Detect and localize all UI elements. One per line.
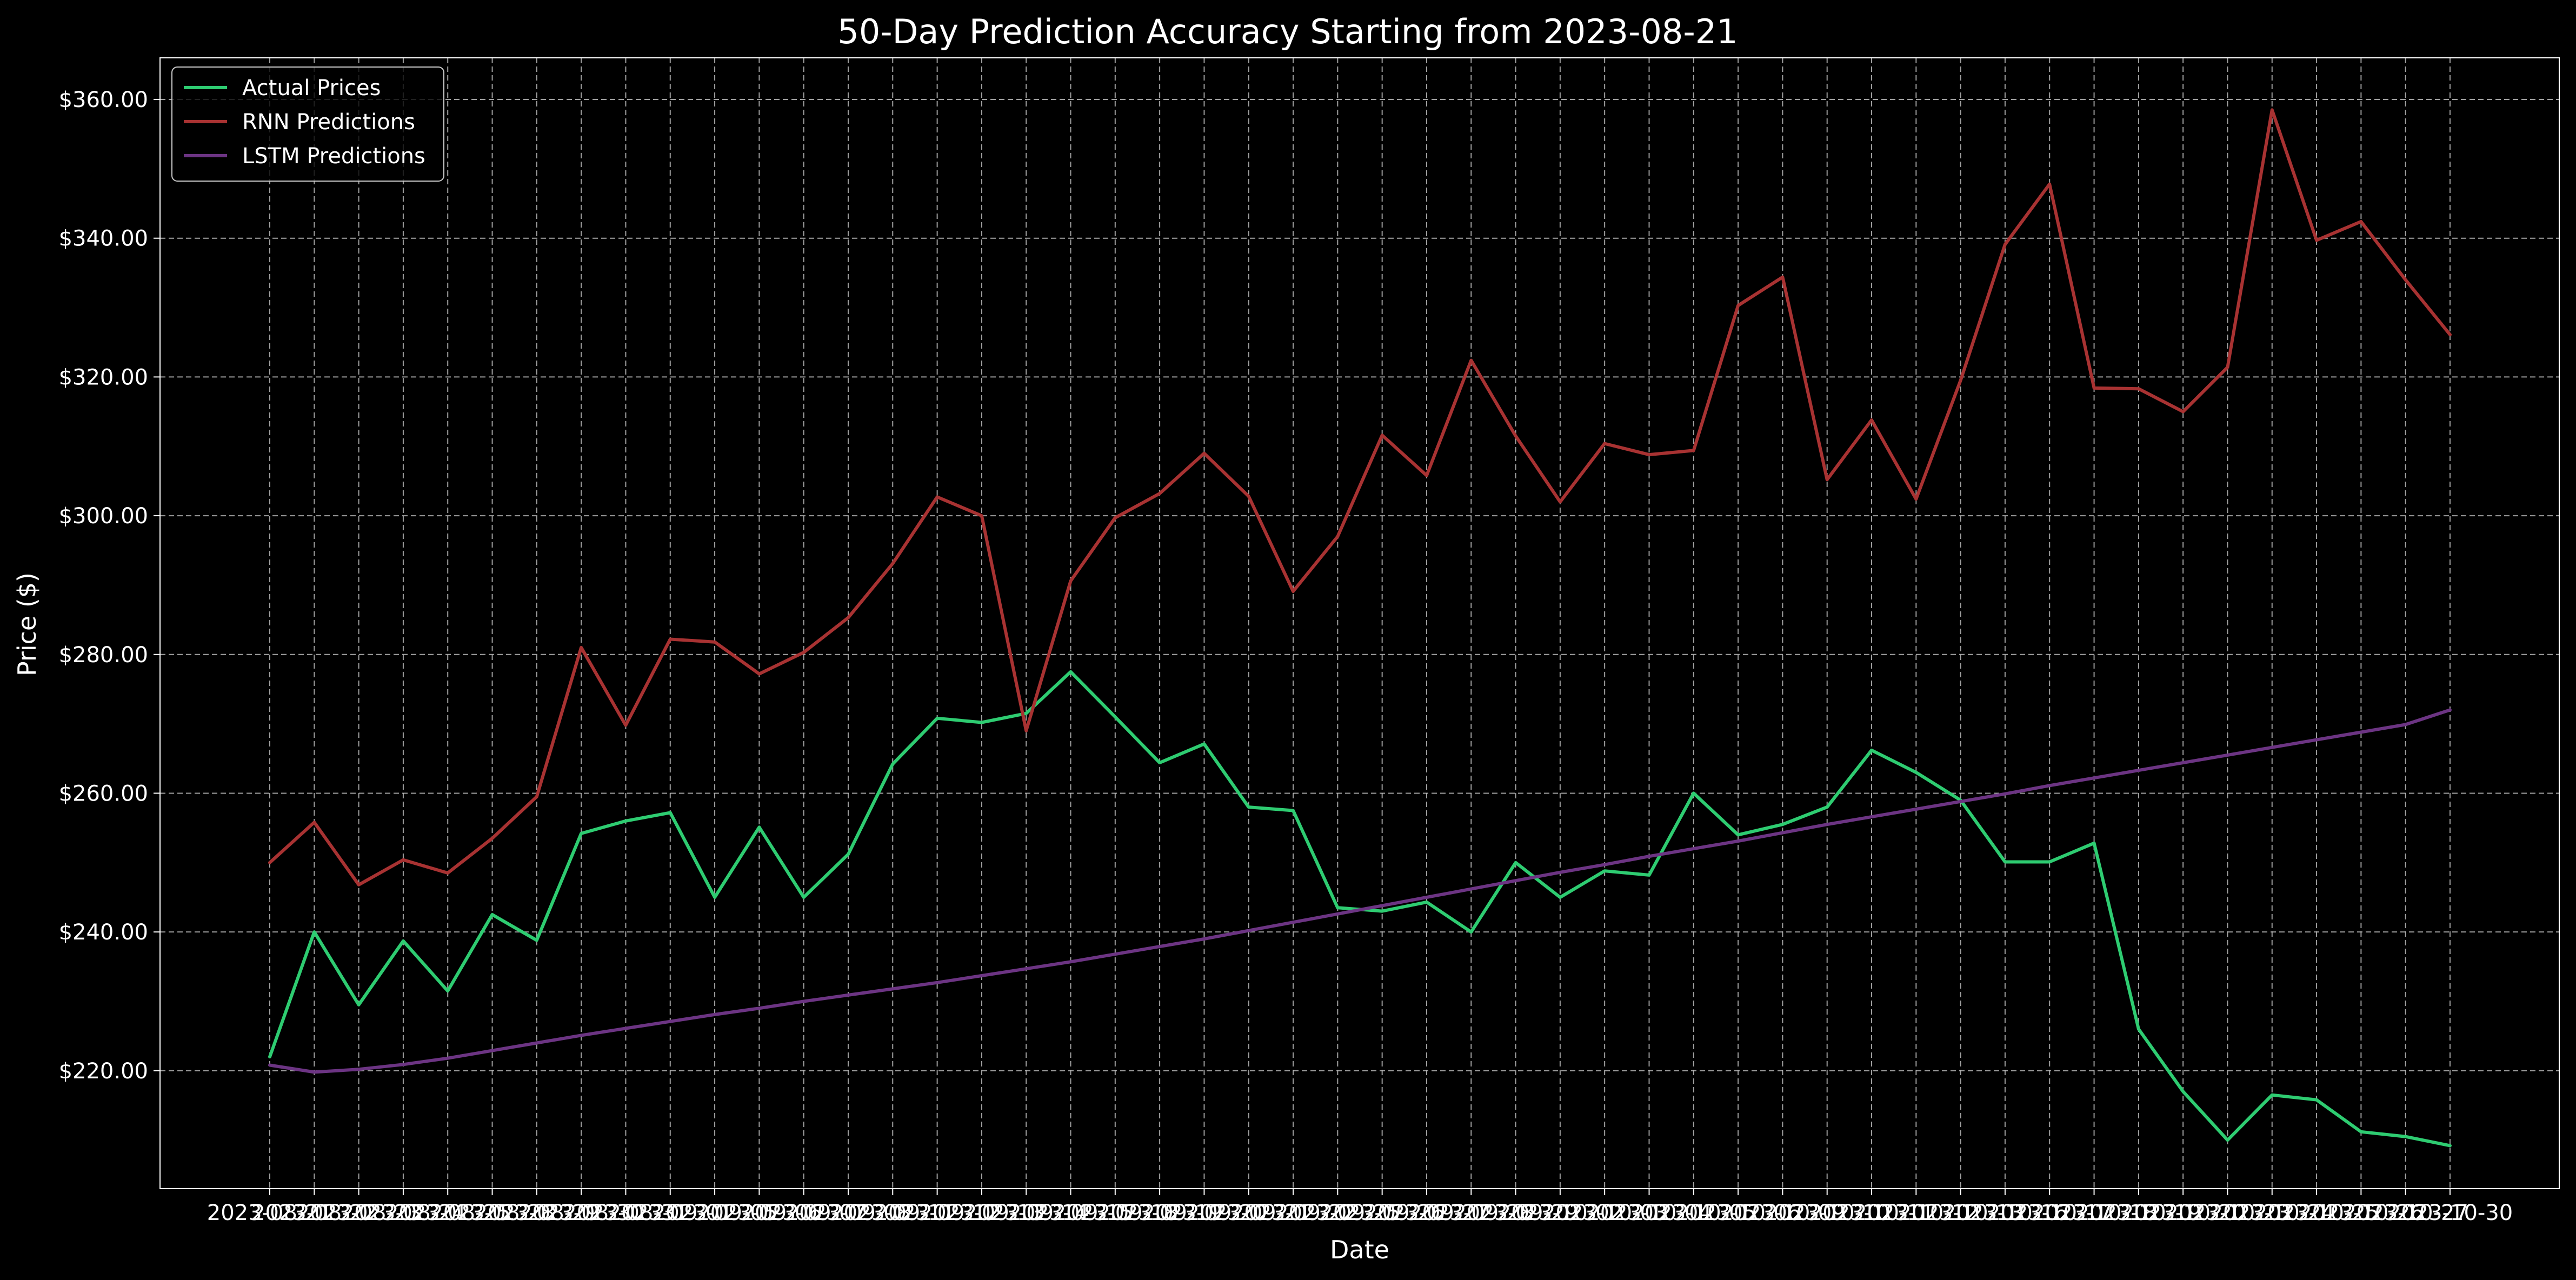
series-lines: [268, 108, 2452, 1148]
x-tick-label: 2023-10-10: [1764, 1201, 1889, 1225]
y-tick-label: $280.00: [59, 643, 148, 668]
x-tick-label: 2023-10-25: [2254, 1201, 2379, 1225]
y-tick-label: $220.00: [59, 1059, 148, 1084]
x-tick-label: 2023-08-21: [207, 1201, 332, 1225]
x-tick-label: 2023-09-27: [1364, 1201, 1489, 1225]
x-tick-label: 2023-09-12: [874, 1201, 1000, 1225]
x-tick-label: 2023-10-09: [1720, 1201, 1845, 1225]
x-tick-label: 2023-09-29: [1453, 1201, 1578, 1225]
legend-label: RNN Predictions: [242, 110, 415, 135]
x-tick-label: 2023-09-19: [1097, 1201, 1222, 1225]
x-tick-label: 2023-08-31: [563, 1201, 688, 1225]
x-tick-label: 2023-09-05: [652, 1201, 777, 1225]
legend-box: [171, 66, 444, 182]
x-tick-label: 2023-10-06: [1675, 1201, 1801, 1225]
x-tick-label: 2023-08-29: [474, 1201, 600, 1225]
legend-label: Actual Prices: [242, 76, 381, 101]
x-tick-label: 2023-09-21: [1186, 1201, 1312, 1225]
x-tick-label: 2023-09-08: [786, 1201, 911, 1225]
x-tick-label: 2023-09-06: [696, 1201, 822, 1225]
x-tick-label: 2023-10-24: [2209, 1201, 2335, 1225]
x-tick-label: 2023-08-23: [296, 1201, 421, 1225]
x-tick-label: 2023-09-01: [608, 1201, 733, 1225]
y-tick-label: $340.00: [59, 226, 148, 251]
x-tick-label: 2023-10-11: [1809, 1201, 1934, 1225]
tick-labels: 2023-08-212023-08-222023-08-232023-08-24…: [59, 88, 2513, 1225]
x-tick-label: 2023-10-23: [2165, 1201, 2290, 1225]
x-tick-label: 2023-10-04: [1586, 1201, 1712, 1225]
x-tick-label: 2023-09-20: [1141, 1201, 1267, 1225]
y-tick-label: $320.00: [59, 365, 148, 390]
legend-label: LSTM Predictions: [242, 144, 425, 169]
x-tick-label: 2023-09-26: [1319, 1201, 1445, 1225]
y-tick-label: $260.00: [59, 781, 148, 806]
legend: Actual Prices RNN Predictions LSTM Predict…: [171, 66, 444, 182]
x-axis-label: Date: [1330, 1235, 1389, 1264]
x-tick-label: 2023-09-18: [1053, 1201, 1178, 1225]
x-tick-label: 2023-09-07: [741, 1201, 866, 1225]
x-tick-label: 2023-10-16: [1942, 1201, 2068, 1225]
x-tick-label: 2023-10-05: [1631, 1201, 1756, 1225]
x-tick-label: 2023-08-28: [429, 1201, 555, 1225]
plot-frame: [159, 57, 2560, 1189]
x-tick-label: 2023-10-20: [2120, 1201, 2246, 1225]
y-axis-label: Price ($): [12, 572, 42, 676]
x-tick-label: 2023-08-22: [251, 1201, 377, 1225]
x-tick-label: 2023-10-17: [1987, 1201, 2112, 1225]
x-tick-label: 2023-10-02: [1497, 1201, 1623, 1225]
series-line-rnn-predictions: [268, 108, 2452, 886]
x-tick-label: 2023-10-03: [1542, 1201, 1667, 1225]
x-tick-label: 2023-09-25: [1275, 1201, 1400, 1225]
x-tick-label: 2023-10-30: [2387, 1201, 2513, 1225]
x-tick-label: 2023-09-14: [963, 1201, 1089, 1225]
x-tick-label: 2023-09-15: [1008, 1201, 1133, 1225]
x-tick-label: 2023-08-25: [385, 1201, 510, 1225]
x-tick-label: 2023-09-11: [830, 1201, 955, 1225]
chart-title: 50-Day Prediction Accuracy Starting from…: [837, 12, 1738, 51]
y-tick-label: $240.00: [59, 920, 148, 945]
x-tick-label: 2023-10-19: [2076, 1201, 2201, 1225]
x-tick-label: 2023-09-13: [919, 1201, 1044, 1225]
series-line-lstm-predictions: [268, 708, 2452, 1074]
x-tick-label: 2023-10-18: [2031, 1201, 2156, 1225]
x-tick-label: 2023-10-26: [2298, 1201, 2424, 1225]
x-tick-label: 2023-10-12: [1853, 1201, 1979, 1225]
x-tick-label: 2023-10-13: [1898, 1201, 2023, 1225]
y-tick-label: $360.00: [59, 88, 148, 112]
y-tick-label: $300.00: [59, 504, 148, 529]
x-tick-label: 2023-09-28: [1408, 1201, 1534, 1225]
x-tick-label: 2023-09-22: [1230, 1201, 1356, 1225]
x-tick-label: 2023-10-27: [2342, 1201, 2468, 1225]
x-tick-label: 2023-08-24: [341, 1201, 466, 1225]
grid: [160, 58, 2559, 1189]
x-tick-label: 2023-08-30: [518, 1201, 644, 1225]
